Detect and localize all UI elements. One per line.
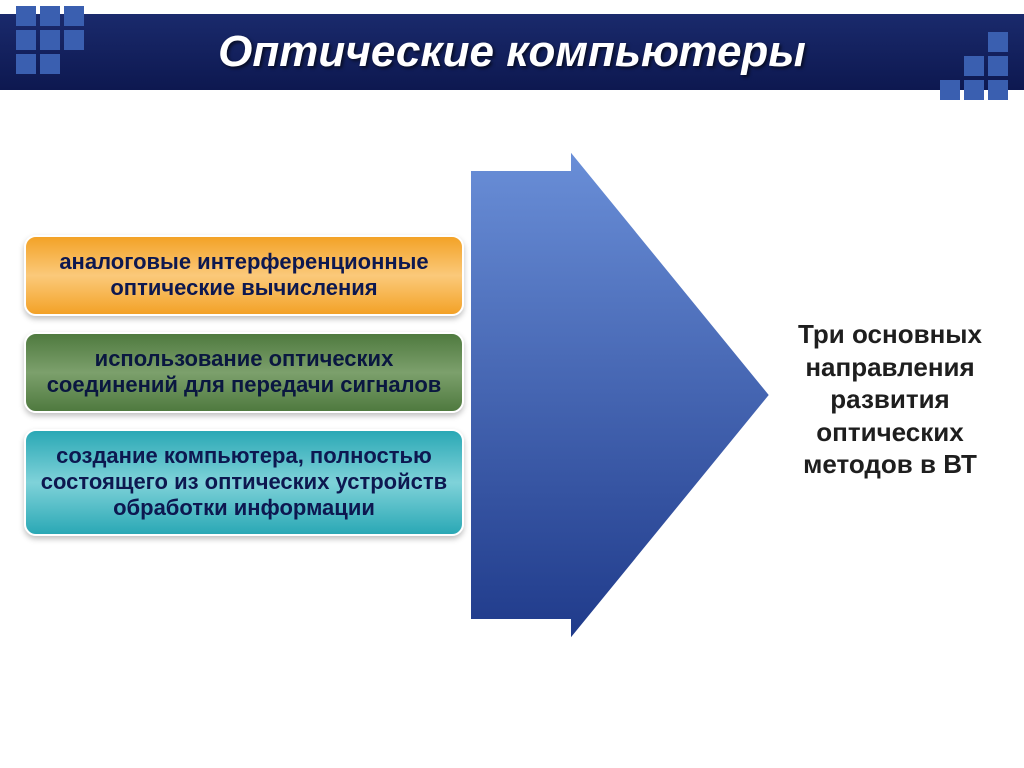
deco-square xyxy=(40,30,60,50)
deco-square xyxy=(64,6,84,26)
deco-square xyxy=(16,6,36,26)
deco-square xyxy=(964,80,984,100)
deco-square xyxy=(40,6,60,26)
box-full-optical-computer: создание компьютера, полностью состоящег… xyxy=(24,429,464,536)
deco-square xyxy=(40,54,60,74)
deco-square xyxy=(16,30,36,50)
deco-square xyxy=(64,30,84,50)
deco-squares-left xyxy=(16,6,108,74)
deco-square xyxy=(964,56,984,76)
arrow-shape xyxy=(470,150,770,640)
header-band: Оптические компьютеры xyxy=(0,14,1024,90)
summary-text: Три основных направления развития оптиче… xyxy=(770,318,1010,481)
direction-boxes: аналоговые интерференционные оптические … xyxy=(24,235,464,536)
deco-square xyxy=(988,32,1008,52)
deco-square xyxy=(940,80,960,100)
box-optical-connections: использование оптических соединений для … xyxy=(24,332,464,413)
deco-square xyxy=(988,56,1008,76)
deco-squares-right xyxy=(940,32,1008,100)
box-analog-interference: аналоговые интерференционные оптические … xyxy=(24,235,464,316)
page-title: Оптические компьютеры xyxy=(218,27,806,77)
deco-square xyxy=(16,54,36,74)
deco-square xyxy=(988,80,1008,100)
